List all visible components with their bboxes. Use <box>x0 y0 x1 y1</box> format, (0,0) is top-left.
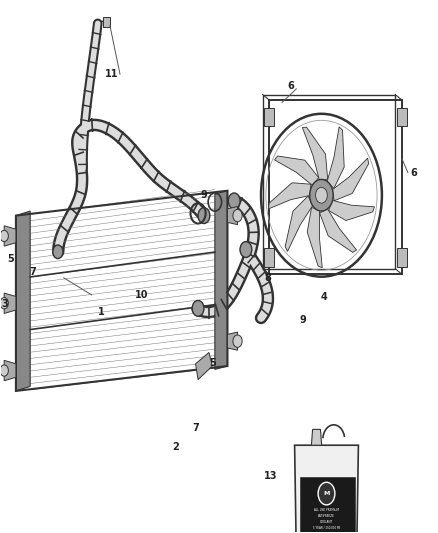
Text: 11: 11 <box>105 69 118 79</box>
Polygon shape <box>302 127 328 180</box>
Polygon shape <box>295 445 358 533</box>
Polygon shape <box>307 207 322 268</box>
Text: 4: 4 <box>321 292 327 302</box>
Text: ALL USE PREMIUM: ALL USE PREMIUM <box>314 508 339 512</box>
Text: 10: 10 <box>135 290 148 300</box>
Polygon shape <box>16 211 30 391</box>
Text: 3: 3 <box>2 299 8 309</box>
Circle shape <box>0 297 8 309</box>
Text: 2: 2 <box>172 442 179 453</box>
Polygon shape <box>227 207 237 224</box>
Text: 6: 6 <box>410 167 417 177</box>
Polygon shape <box>4 226 16 246</box>
Polygon shape <box>328 200 374 221</box>
Text: 9: 9 <box>201 190 207 200</box>
Circle shape <box>233 209 242 222</box>
Text: 1: 1 <box>98 307 105 317</box>
Text: M: M <box>323 491 330 496</box>
Circle shape <box>316 187 327 203</box>
Circle shape <box>0 365 8 376</box>
Text: 13: 13 <box>265 471 278 481</box>
Circle shape <box>318 482 335 505</box>
Text: 5 YEAR / 150,000 MI: 5 YEAR / 150,000 MI <box>313 527 340 530</box>
Polygon shape <box>195 352 212 379</box>
Text: 5: 5 <box>209 358 216 368</box>
Polygon shape <box>265 108 275 126</box>
Text: 7: 7 <box>192 423 199 433</box>
Circle shape <box>192 301 204 316</box>
Polygon shape <box>332 158 369 201</box>
Polygon shape <box>397 108 407 126</box>
Text: ANTIFREEZE: ANTIFREEZE <box>318 514 335 518</box>
Polygon shape <box>215 191 227 369</box>
Circle shape <box>233 335 242 348</box>
Circle shape <box>0 230 8 241</box>
Polygon shape <box>311 430 321 445</box>
Polygon shape <box>285 196 313 252</box>
Circle shape <box>53 245 63 259</box>
Bar <box>300 477 355 533</box>
Circle shape <box>228 193 240 209</box>
Polygon shape <box>268 183 311 209</box>
Bar <box>103 17 110 27</box>
Polygon shape <box>320 208 357 253</box>
Text: COOLANT: COOLANT <box>320 520 333 524</box>
Circle shape <box>198 208 210 223</box>
Polygon shape <box>327 127 344 188</box>
Polygon shape <box>4 360 16 381</box>
Circle shape <box>240 241 252 257</box>
Polygon shape <box>265 248 275 266</box>
Text: 5: 5 <box>7 254 14 264</box>
Circle shape <box>310 180 333 211</box>
Text: 9: 9 <box>300 314 306 325</box>
Polygon shape <box>4 293 16 313</box>
Text: 8: 8 <box>264 273 271 283</box>
Text: 7: 7 <box>29 267 36 277</box>
Polygon shape <box>397 248 407 266</box>
Polygon shape <box>227 332 237 350</box>
Polygon shape <box>275 156 318 185</box>
Text: 6: 6 <box>287 80 294 91</box>
